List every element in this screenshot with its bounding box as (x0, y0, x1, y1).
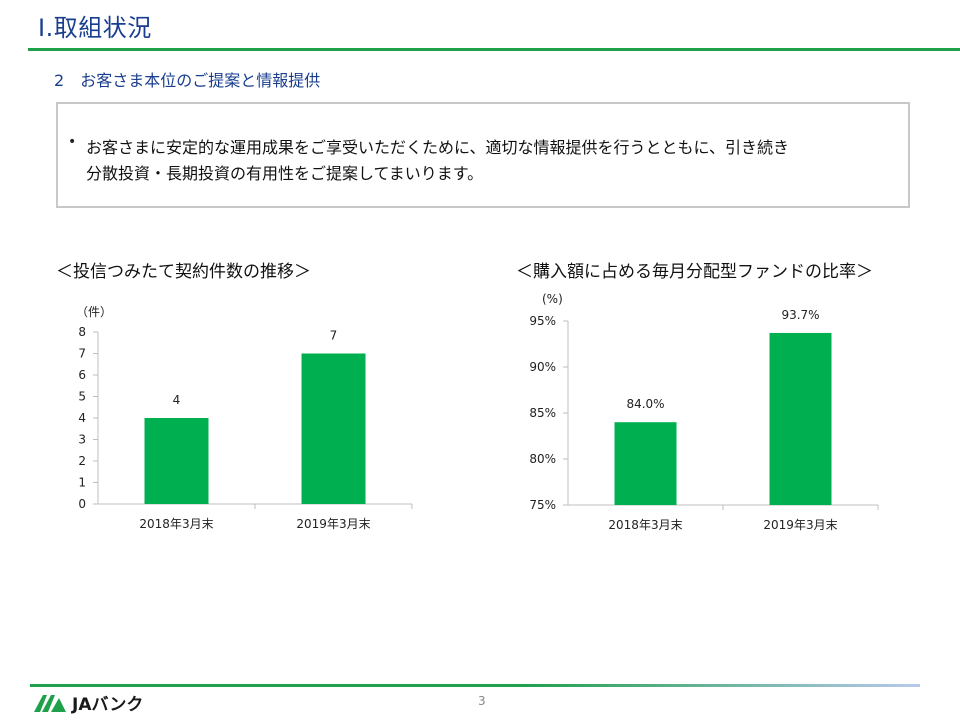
y-tick-label: 75% (529, 498, 556, 512)
title-divider (28, 48, 960, 51)
bar (301, 353, 366, 504)
summary-box: • お客さまに安定的な運用成果をご享受いただくために、適切な情報提供を行うととも… (56, 102, 910, 208)
x-category-label: 2019年3月末 (763, 518, 837, 532)
y-tick-label: 0 (78, 497, 86, 511)
contract-count-chart-title: ＜投信つみたて契約件数の推移＞ (56, 262, 311, 282)
summary-line-2: 分散投資・長期投資の有用性をご提案してまいります。 (86, 164, 484, 183)
page-number: 3 (478, 694, 486, 708)
y-unit-label: (%) (542, 292, 563, 306)
y-tick-label: 4 (78, 411, 86, 425)
monthly-fund-ratio-chart-title: ＜購入額に占める毎月分配型ファンドの比率＞ (516, 262, 873, 282)
y-tick-label: 7 (78, 347, 86, 361)
y-tick-label: 85% (529, 406, 556, 420)
page-title: Ⅰ.取組状況 (38, 14, 152, 42)
bar (614, 422, 677, 505)
y-tick-label: 95% (529, 314, 556, 328)
y-tick-label: 8 (78, 325, 86, 339)
y-tick-label: 3 (78, 433, 86, 447)
ja-bank-logo: JAバンク (32, 690, 143, 715)
ja-logo-icon (34, 694, 66, 712)
x-category-label: 2018年3月末 (608, 518, 682, 532)
bullet-icon: • (68, 134, 77, 150)
bar-value-label: 7 (330, 329, 338, 343)
bar-value-label: 93.7% (781, 308, 819, 322)
y-unit-label: （件） (76, 305, 112, 319)
brand-name: JAバンク (72, 695, 144, 715)
bar (769, 332, 832, 505)
contract-count-chart: （件） 0 1 2 3 4 5 6 7 8 4 2018年3月末 7 2019年3月末 (76, 305, 413, 531)
bar-value-label: 4 (173, 393, 181, 407)
monthly-fund-ratio-chart: (%) 75% 80% 85% 90% 95% 84.0% 2018年3月末 93.7% 2019… (529, 292, 879, 532)
y-tick-label: 6 (78, 368, 86, 382)
y-tick-label: 90% (529, 360, 556, 374)
y-tick-label: 1 (78, 476, 86, 490)
bar-value-label: 84.0% (626, 397, 664, 411)
section-number: 2 (54, 71, 65, 90)
y-tick-label: 5 (78, 390, 86, 404)
section-heading: 2 お客さま本位のご提案と情報提供 (54, 67, 320, 91)
y-tick-label: 80% (529, 452, 556, 466)
bar (144, 418, 209, 504)
x-category-label: 2019年3月末 (296, 517, 370, 531)
y-tick-label: 2 (78, 454, 86, 468)
summary-line-1: お客さまに安定的な運用成果をご享受いただくために、適切な情報提供を行うとともに、… (86, 138, 790, 157)
footer-divider (30, 684, 920, 687)
x-category-label: 2018年3月末 (139, 517, 213, 531)
section-title: お客さま本位のご提案と情報提供 (80, 71, 321, 90)
